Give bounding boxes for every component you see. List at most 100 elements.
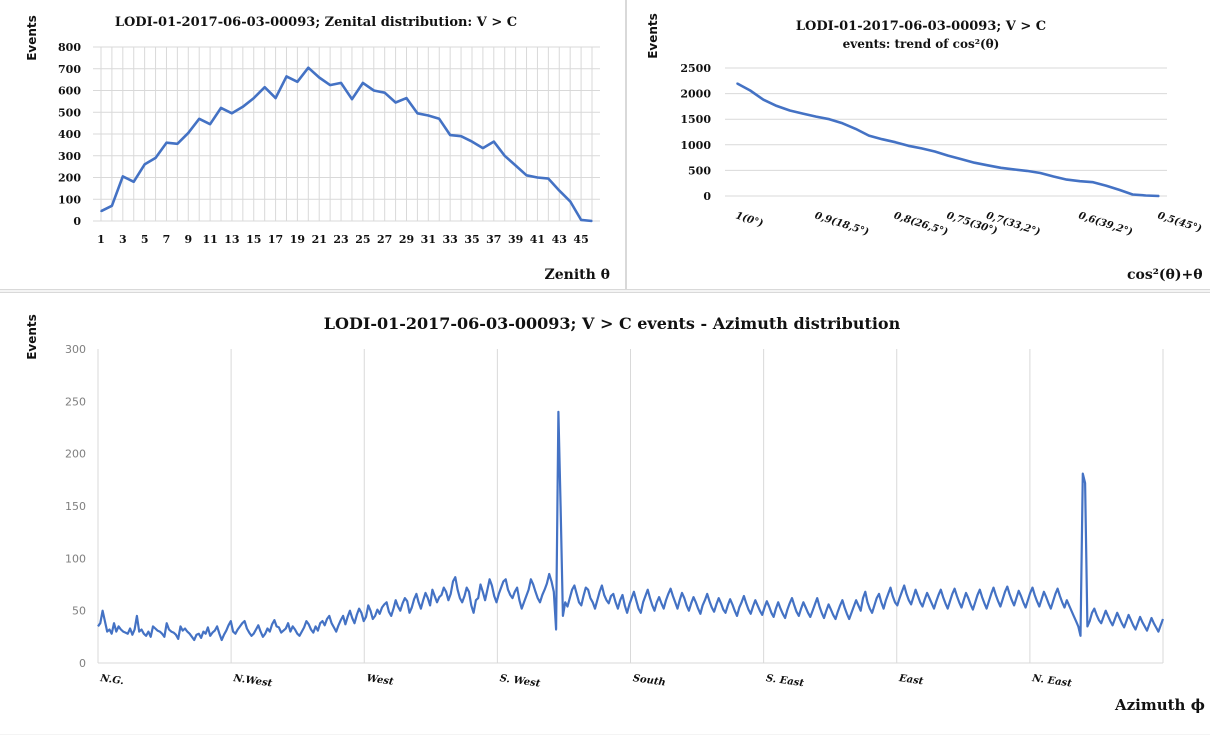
- zenith-data-point: [427, 114, 430, 117]
- zenith-x-tick-label: 33: [442, 233, 457, 246]
- cos2-series-line: [736, 82, 1160, 198]
- zenith-data-point: [187, 132, 190, 134]
- azimuth-chart-xlabel: Azimuth ϕ: [1114, 696, 1205, 714]
- zenith-x-tick-label: 37: [486, 233, 501, 246]
- azimuth-y-tick-label: 300: [65, 343, 86, 356]
- cos2-data-point: [749, 89, 751, 92]
- cos2-data-point: [762, 98, 765, 101]
- zenith-chart-series: [100, 66, 593, 223]
- zenith-data-point: [209, 123, 211, 126]
- cos2-data-point: [841, 122, 844, 125]
- zenith-chart-xlabel: Zenith θ: [545, 267, 610, 283]
- zenith-data-point: [405, 97, 408, 99]
- cos2-chart-y-ticks: 0 500 1000 1500 2000 2500: [680, 62, 711, 203]
- cos2-data-point: [907, 145, 910, 147]
- cos2-data-point: [802, 112, 804, 115]
- zenith-x-tick-label: 29: [399, 233, 414, 246]
- zenith-y-tick-label: 500: [58, 106, 81, 119]
- zenith-y-tick-label: 200: [58, 172, 81, 185]
- zenith-data-point: [231, 112, 233, 115]
- cos2-y-tick-label: 2000: [680, 88, 711, 101]
- zenith-x-tick-label: 19: [290, 233, 305, 246]
- zenith-x-tick-label: 11: [202, 233, 217, 246]
- zenith-data-point: [547, 177, 550, 180]
- zenith-data-point: [263, 86, 266, 89]
- zenith-data-point: [252, 97, 255, 99]
- zenith-data-point: [503, 154, 506, 157]
- cos2-data-point: [1158, 195, 1160, 197]
- zenith-data-point: [416, 112, 419, 115]
- zenith-chart-x-ticks: 1 3 5 7 9 11 13 15 17 19 21 23 25 27 29 31 33 35 37 39 41 43 4…: [97, 233, 589, 246]
- zenith-data-point: [111, 204, 113, 207]
- zenith-data-point: [438, 117, 441, 120]
- cos2-data-point: [999, 167, 1002, 169]
- zenith-data-point: [122, 175, 124, 178]
- cos2-data-point: [1105, 184, 1108, 187]
- cos2-data-point: [986, 164, 989, 167]
- cos2-data-point: [1145, 194, 1147, 197]
- cos2-data-point: [960, 158, 962, 160]
- zenith-x-tick-label: 41: [530, 233, 545, 246]
- azimuth-x-tick-label: West: [366, 673, 395, 688]
- zenith-chart-title: LODI-01-2017-06-03-00093; Zenital distri…: [115, 15, 517, 30]
- cos2-data-point: [1065, 178, 1068, 181]
- cos2-data-point: [815, 115, 817, 118]
- cos2-y-tick-label: 0: [703, 190, 711, 203]
- azimuth-x-tick-label: East: [897, 673, 924, 687]
- zenith-data-point: [569, 200, 571, 203]
- cos2-chart-grid: [725, 67, 1167, 197]
- cos2-data-point: [1079, 180, 1081, 182]
- zenith-x-tick-label: 43: [552, 233, 567, 246]
- cos2-chart-x-ticks: 1(0°) 0,9(18,5°) 0,8(26,5°)0,75(30°)0,7(33…: [734, 210, 1203, 238]
- zenith-data-point: [525, 174, 528, 177]
- cos2-x-tick-label: 0,6(39,2°): [1077, 210, 1134, 238]
- zenith-data-point: [580, 219, 582, 221]
- cos2-data-point: [947, 154, 949, 157]
- azimuth-chart-panel: LODI-01-2017-06-03-00093; V > C events -…: [0, 292, 1210, 734]
- zenith-data-point: [449, 134, 451, 136]
- cos2-x-tick-label: 1(0°): [734, 210, 765, 229]
- azimuth-chart-series: [97, 410, 1165, 642]
- zenith-y-tick-label: 800: [58, 41, 81, 54]
- cos2-data-point: [894, 141, 897, 144]
- cos2-data-point: [920, 147, 923, 150]
- zenith-data-point: [591, 220, 593, 222]
- zenith-data-point: [536, 176, 539, 179]
- zenith-chart-grid: [93, 46, 600, 222]
- zenith-data-point: [274, 97, 277, 99]
- zenith-x-tick-label: 1: [97, 233, 105, 246]
- azimuth-x-tick-label: N.West: [232, 673, 274, 690]
- zenith-data-point: [394, 101, 397, 104]
- zenith-y-tick-label: 300: [58, 150, 81, 163]
- cos2-y-tick-label: 1000: [680, 139, 711, 152]
- zenith-x-tick-label: 31: [421, 233, 436, 246]
- zenith-x-tick-label: 39: [508, 233, 523, 246]
- zenith-data-point: [329, 84, 331, 86]
- zenith-y-tick-label: 700: [58, 63, 81, 76]
- cos2-x-tick-label: 0,5(45°): [1156, 210, 1203, 235]
- zenith-x-tick-label: 9: [184, 233, 192, 246]
- cos2-chart-ylabel: Events: [646, 13, 660, 59]
- zenith-data-point: [372, 89, 375, 92]
- zenith-data-point: [296, 81, 299, 83]
- zenith-series-line: [100, 66, 593, 223]
- azimuth-x-tick-label: N.G.: [99, 673, 125, 687]
- zenith-y-tick-label: 0: [73, 215, 81, 228]
- azimuth-chart-ylabel: Events: [25, 314, 39, 360]
- azimuth-y-tick-label: 100: [65, 552, 86, 565]
- cos2-data-point: [1026, 170, 1028, 172]
- zenith-chart-y-ticks: 0 100 200 300 400 500 600 700 800: [58, 41, 81, 228]
- cos2-x-tick-label: 0,8(26,5°): [892, 210, 949, 238]
- zenith-data-point: [154, 157, 157, 159]
- azimuth-chart: LODI-01-2017-06-03-00093; V > C events -…: [25, 314, 1205, 714]
- zenith-data-point: [460, 135, 462, 137]
- azimuth-chart-title: LODI-01-2017-06-03-00093; V > C events -…: [324, 314, 901, 333]
- azimuth-y-tick-label: 200: [65, 448, 86, 461]
- zenith-data-point: [242, 106, 244, 108]
- zenith-data-point: [220, 107, 222, 109]
- zenith-x-tick-label: 21: [312, 233, 327, 246]
- zenith-data-point: [558, 189, 561, 192]
- zenith-data-point: [351, 98, 353, 100]
- azimuth-y-tick-label: 0: [79, 657, 86, 670]
- cos2-data-point: [854, 128, 857, 130]
